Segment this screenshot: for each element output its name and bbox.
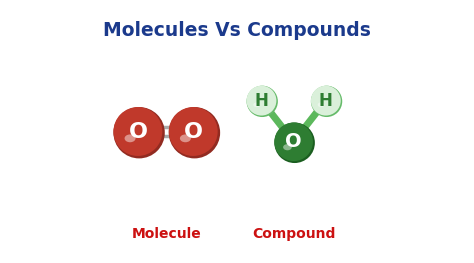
Text: O: O [128, 122, 147, 141]
Circle shape [113, 107, 162, 156]
Ellipse shape [283, 144, 292, 150]
Text: O: O [285, 132, 302, 151]
Text: O: O [184, 122, 203, 141]
Circle shape [246, 86, 276, 115]
Ellipse shape [125, 134, 136, 142]
Ellipse shape [253, 102, 260, 107]
Text: Molecule: Molecule [131, 227, 201, 241]
Circle shape [274, 123, 315, 163]
Circle shape [311, 86, 342, 117]
Circle shape [274, 123, 313, 161]
Circle shape [169, 107, 220, 158]
Circle shape [169, 107, 218, 156]
Circle shape [311, 86, 341, 115]
Ellipse shape [318, 102, 324, 107]
Text: Molecules Vs Compounds: Molecules Vs Compounds [103, 21, 371, 40]
Text: H: H [319, 92, 333, 110]
Circle shape [246, 86, 278, 117]
Ellipse shape [180, 134, 191, 142]
Circle shape [113, 107, 165, 158]
Text: H: H [255, 92, 268, 110]
Text: Compound: Compound [252, 227, 335, 241]
